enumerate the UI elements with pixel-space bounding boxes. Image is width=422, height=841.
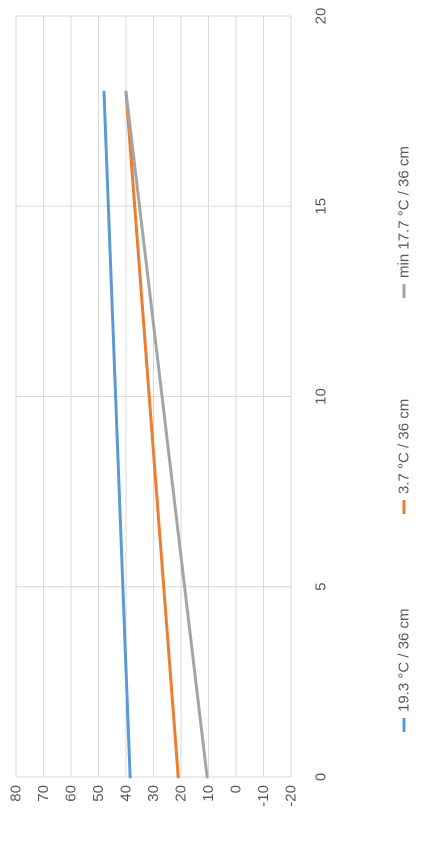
plot-area xyxy=(15,15,292,779)
y-tick-label: 20 xyxy=(173,785,190,802)
x-tick-label: 10 xyxy=(313,388,330,405)
y-tick-label: -20 xyxy=(283,785,300,807)
legend-label-3: min 17.7 °C / 36 cm xyxy=(396,146,413,278)
y-tick-label: 40 xyxy=(118,785,135,802)
x-tick-label: 5 xyxy=(313,583,330,591)
x-tick-label: 20 xyxy=(313,8,330,25)
y-tick-label: 50 xyxy=(90,785,107,802)
y-tick-label: -10 xyxy=(255,785,272,807)
y-tick-label: 70 xyxy=(35,785,52,802)
x-tick-label: 15 xyxy=(313,198,330,215)
legend-label-2: 3.7 °C / 36 cm xyxy=(396,399,413,494)
series-line-3 xyxy=(124,90,209,779)
legend-label-1: 19.3 °C / 36 cm xyxy=(396,608,413,712)
y-tick-label: 10 xyxy=(200,785,217,802)
x-tick-label: 0 xyxy=(313,773,330,781)
y-tick-label: 60 xyxy=(63,785,80,802)
y-tick-label: 0 xyxy=(228,785,245,793)
y-tick-label: 80 xyxy=(8,785,25,802)
legend: 19.3 °C / 36 cm 3.7 °C / 36 cm min 17.7 °C… xyxy=(396,146,413,732)
series-line-1 xyxy=(102,90,132,779)
series-line-2 xyxy=(124,90,180,779)
y-tick-label: 30 xyxy=(145,785,162,802)
tick-labels: 80 70 60 50 40 30 20 10 0 -10 -20 0 5 10 15 20 xyxy=(8,8,330,807)
